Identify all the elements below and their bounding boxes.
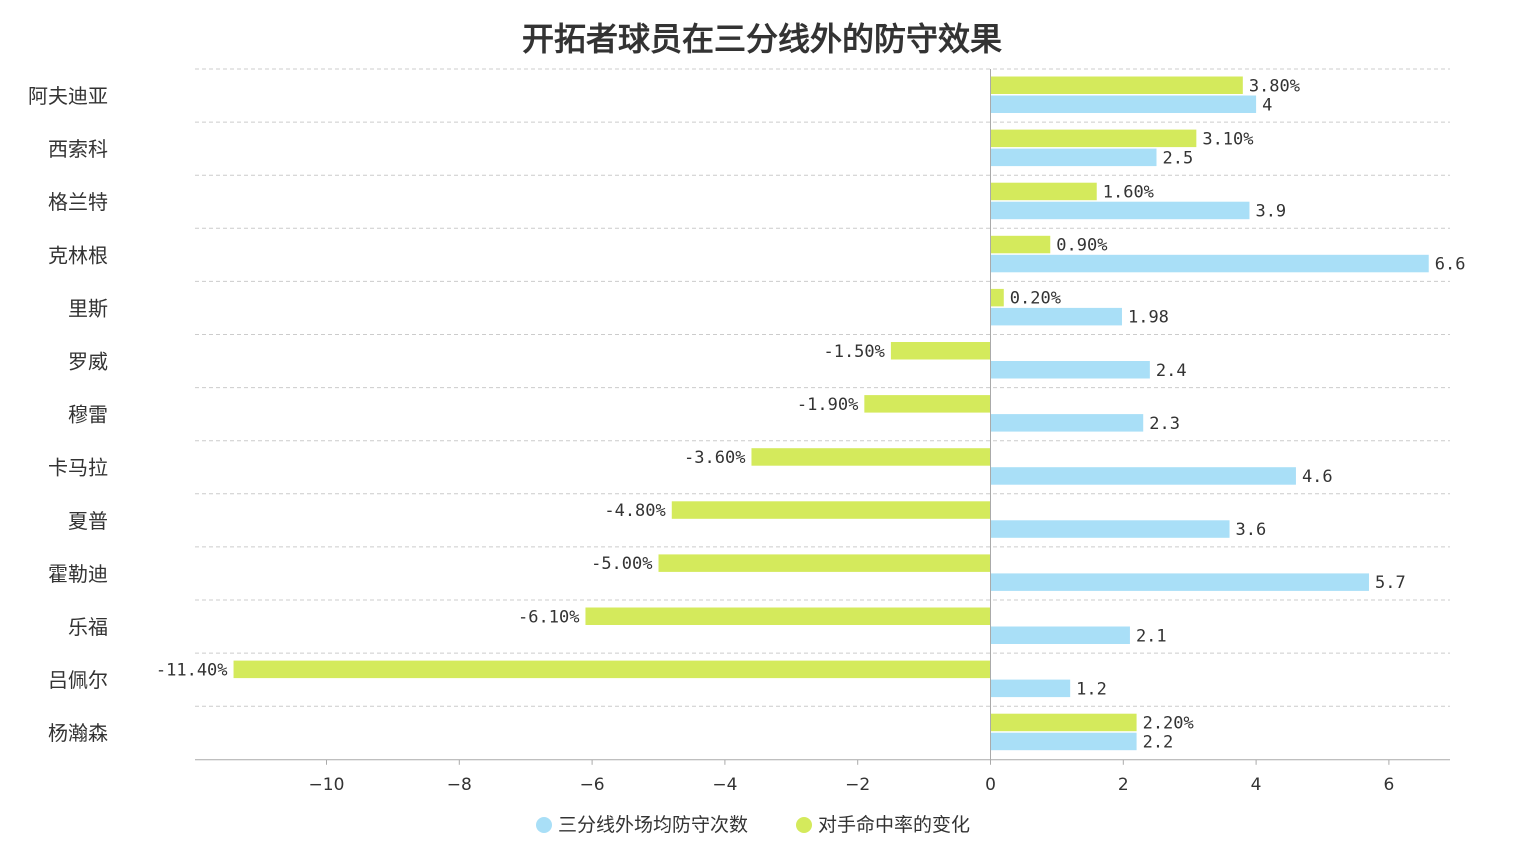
bar-defense-count[interactable] bbox=[990, 573, 1369, 591]
category-label: 西索科 bbox=[48, 137, 108, 161]
bar-defense-count[interactable] bbox=[990, 414, 1144, 432]
x-tick-label: −10 bbox=[309, 775, 345, 795]
data-label-defense-count: 1.98 bbox=[1128, 308, 1169, 328]
bar-fg-change[interactable] bbox=[990, 235, 1051, 254]
bar-defense-count[interactable] bbox=[990, 254, 1429, 273]
bar-fg-change[interactable] bbox=[585, 607, 991, 626]
data-label-fg-change: -5.00% bbox=[591, 554, 652, 574]
category-label: 罗威 bbox=[68, 350, 108, 374]
data-label-fg-change: 1.60% bbox=[1103, 182, 1154, 202]
data-label-defense-count: 2.4 bbox=[1156, 361, 1187, 381]
category-label: 穆雷 bbox=[68, 403, 108, 427]
data-label-fg-change: -1.90% bbox=[797, 395, 858, 415]
data-label-fg-change: -4.80% bbox=[604, 501, 665, 521]
bar-defense-count[interactable] bbox=[990, 148, 1157, 167]
legend: 三分线外场均防守次数 对手命中率的变化 bbox=[536, 814, 970, 836]
data-label-fg-change: 3.80% bbox=[1249, 76, 1300, 96]
category-label: 杨瀚森 bbox=[48, 721, 108, 745]
bar-fg-change[interactable] bbox=[658, 554, 991, 572]
category-label: 霍勒迪 bbox=[48, 562, 108, 586]
legend-label-defense-count[interactable]: 三分线外场均防守次数 bbox=[558, 814, 748, 836]
data-label-defense-count: 3.9 bbox=[1255, 201, 1286, 221]
bar-fg-change[interactable] bbox=[751, 448, 991, 466]
legend-swatch-fg-change[interactable] bbox=[796, 817, 812, 833]
data-label-defense-count: 4 bbox=[1262, 95, 1272, 115]
bar-fg-change[interactable] bbox=[864, 395, 991, 413]
data-label-defense-count: 1.2 bbox=[1076, 679, 1107, 699]
bar-defense-count[interactable] bbox=[990, 467, 1296, 485]
category-label: 克林根 bbox=[48, 243, 108, 267]
data-label-fg-change: -3.60% bbox=[684, 448, 745, 468]
chart-title: 开拓者球员在三分线外的防守效果 bbox=[522, 20, 1002, 58]
labels-layer: 3.80%4 阿夫迪亚 3.10% 2.5 西索科 1.60% 3.9 格兰特 0.90% 6.6… bbox=[28, 76, 1465, 752]
bar-fg-change[interactable] bbox=[990, 288, 1004, 307]
bar-fg-change[interactable] bbox=[990, 182, 1097, 201]
category-label: 夏普 bbox=[68, 509, 108, 533]
bar-fg-change[interactable] bbox=[990, 129, 1197, 148]
data-label-defense-count: 3.6 bbox=[1236, 520, 1267, 540]
bar-defense-count[interactable] bbox=[990, 626, 1130, 645]
x-tick-label: 6 bbox=[1383, 775, 1394, 795]
category-label: 格兰特 bbox=[48, 190, 108, 214]
bars-layer bbox=[233, 76, 1429, 751]
data-label-defense-count: 4.6 bbox=[1302, 467, 1333, 487]
bar-defense-count[interactable] bbox=[990, 520, 1230, 538]
data-label-fg-change: 2.20% bbox=[1143, 713, 1194, 733]
category-label: 吕佩尔 bbox=[48, 668, 108, 692]
bar-fg-change[interactable] bbox=[990, 76, 1243, 95]
legend-label-fg-change[interactable]: 对手命中率的变化 bbox=[818, 814, 970, 836]
data-label-defense-count: 2.5 bbox=[1163, 148, 1194, 168]
legend-swatch-defense-count[interactable] bbox=[536, 817, 552, 833]
data-label-fg-change: -6.10% bbox=[518, 607, 579, 627]
bar-defense-count[interactable] bbox=[990, 361, 1150, 379]
bar-defense-count[interactable] bbox=[990, 307, 1122, 326]
category-label: 阿夫迪亚 bbox=[28, 84, 108, 108]
bar-fg-change[interactable] bbox=[671, 501, 991, 519]
x-tick-label: −6 bbox=[580, 775, 605, 795]
bar-defense-count[interactable] bbox=[990, 679, 1071, 698]
data-label-defense-count: 5.7 bbox=[1375, 573, 1406, 593]
bar-fg-change[interactable] bbox=[890, 342, 991, 360]
x-tick-label: 2 bbox=[1118, 775, 1129, 795]
x-tick-label: 0 bbox=[985, 775, 996, 795]
data-label-fg-change: 0.20% bbox=[1010, 289, 1061, 309]
bar-defense-count[interactable] bbox=[990, 201, 1250, 220]
data-label-defense-count: 2.3 bbox=[1149, 414, 1180, 434]
axis-layer: −10 −8 −6 −4 −2 0 2 4 6 bbox=[195, 69, 1450, 795]
data-label-fg-change: 3.10% bbox=[1202, 129, 1253, 149]
bar-fg-change[interactable] bbox=[233, 660, 991, 679]
data-label-defense-count: 6.6 bbox=[1435, 255, 1466, 275]
data-label-defense-count: 2.1 bbox=[1136, 626, 1167, 646]
data-label-fg-change: -11.40% bbox=[156, 660, 228, 680]
category-label: 卡马拉 bbox=[48, 456, 108, 480]
category-label: 乐福 bbox=[68, 615, 108, 639]
x-tick-label: 4 bbox=[1251, 775, 1262, 795]
data-label-fg-change: -1.50% bbox=[823, 342, 884, 362]
data-label-defense-count: 2.2 bbox=[1143, 732, 1174, 752]
x-tick-label: −8 bbox=[447, 775, 472, 795]
grid-layer bbox=[195, 68, 1450, 707]
bar-defense-count[interactable] bbox=[990, 95, 1257, 114]
data-label-fg-change: 0.90% bbox=[1056, 236, 1107, 256]
bar-defense-count[interactable] bbox=[990, 732, 1137, 751]
x-tick-label: −4 bbox=[712, 775, 737, 795]
category-label: 里斯 bbox=[68, 296, 108, 320]
x-tick-label: −2 bbox=[845, 775, 870, 795]
bar-fg-change[interactable] bbox=[990, 713, 1137, 732]
